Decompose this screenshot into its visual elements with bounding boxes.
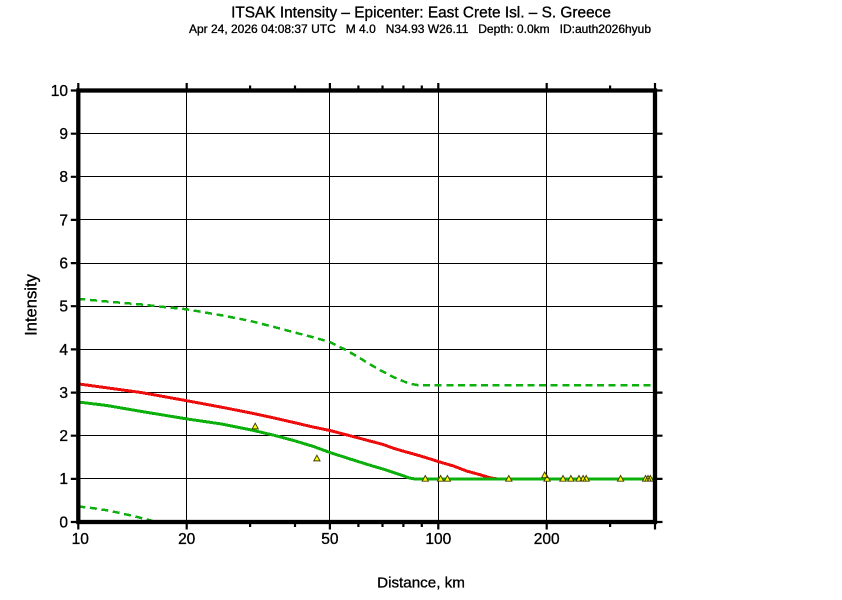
svg-text:20: 20: [178, 531, 196, 548]
svg-text:2: 2: [59, 428, 68, 445]
svg-text:9: 9: [59, 126, 68, 143]
svg-text:3: 3: [59, 385, 68, 402]
svg-text:ITSAK Intensity – Epicenter:: ITSAK Intensity – Epicenter: East Crete …: [231, 5, 611, 22]
svg-text:10: 10: [72, 531, 90, 548]
svg-text:Distance, km: Distance, km: [377, 575, 465, 592]
svg-text:Apr 24, 2026 04:08:37 UTC M: Apr 24, 2026 04:08:37 UTC M 4.0 N34.93 W…: [189, 22, 651, 36]
svg-text:100: 100: [425, 531, 451, 548]
svg-text:7: 7: [59, 212, 68, 229]
svg-text:6: 6: [59, 256, 68, 273]
svg-text:10: 10: [51, 83, 69, 100]
svg-text:1: 1: [59, 471, 68, 488]
svg-text:50: 50: [321, 531, 339, 548]
svg-text:8: 8: [59, 169, 68, 186]
svg-text:Intensity: Intensity: [22, 273, 41, 336]
svg-text:5: 5: [59, 299, 68, 316]
svg-text:0: 0: [59, 514, 68, 531]
svg-text:4: 4: [59, 342, 68, 359]
svg-text:200: 200: [534, 531, 560, 548]
